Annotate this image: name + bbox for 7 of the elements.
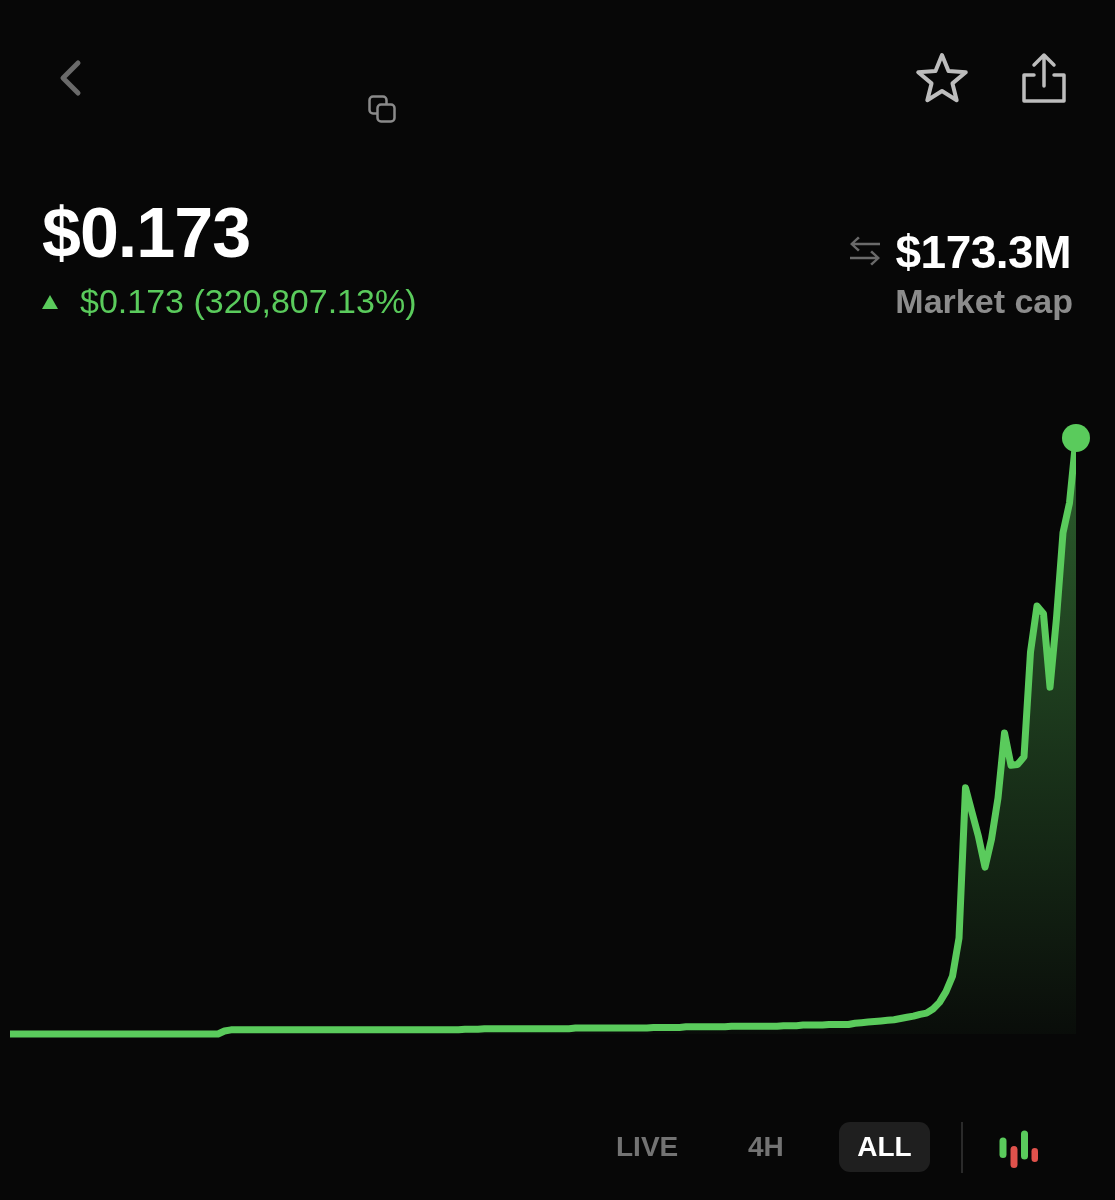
text: LIVE xyxy=(616,1131,679,1162)
text: Market cap xyxy=(895,282,1073,320)
text: $173.3M xyxy=(895,226,1071,278)
text: ALL xyxy=(857,1131,912,1162)
chart-title: $0.173 xyxy=(42,194,251,272)
text: 4H xyxy=(748,1131,784,1162)
chart-subtitle: $0.173 (320,807.13%) xyxy=(80,282,417,320)
